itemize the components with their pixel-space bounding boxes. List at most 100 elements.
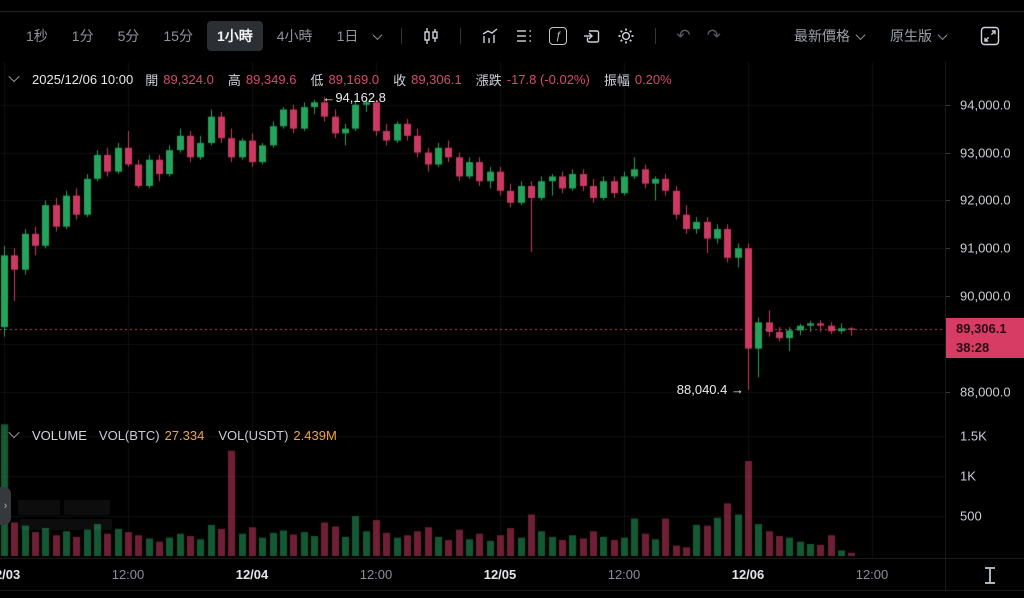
candle-countdown: 38:28 <box>956 340 990 356</box>
toolbar-divider <box>401 28 403 44</box>
volume-axis-label: 1.5K <box>960 428 987 444</box>
ohlc-item: 收 89,306.1 <box>393 70 462 89</box>
bottom-strip <box>0 590 1024 598</box>
indicator-icon <box>481 27 499 45</box>
candle-datetime: 2025/12/06 10:00 <box>32 72 134 87</box>
price-mode-label: 最新價格 <box>794 28 850 44</box>
ohlc-value: 89,349.6 <box>245 72 297 87</box>
ohlc-item: 漲跌 -17.8 (-0.02%) <box>476 70 590 89</box>
price-axis-label: 92,000.0 <box>960 192 1011 208</box>
ohlc-item: 低 89,169.0 <box>310 70 379 89</box>
chart-style-button[interactable] <box>418 23 444 49</box>
axis-tick <box>946 296 950 298</box>
time-axis-label: 12/03 <box>0 567 21 582</box>
ohlc-item: 開 89,324.0 <box>145 70 214 89</box>
volume-legend: VOLUME VOL(BTC) 27.334 VOL(USDT) 2.439M <box>8 426 337 443</box>
price-mode-dropdown[interactable]: 最新價格 <box>794 26 866 46</box>
ohlc-value: 89,324.0 <box>163 72 214 87</box>
chart-canvas[interactable] <box>0 62 945 558</box>
collapse-chevron-icon[interactable] <box>8 426 20 439</box>
fullscreen-button[interactable] <box>976 22 1004 50</box>
chevron-down-icon <box>855 29 866 40</box>
time-axis[interactable]: 12/03 12:00 12/04 12:00 12/05 12:00 12/06 12:00 <box>0 558 1024 591</box>
volume-label: VOL(USDT) <box>218 428 289 443</box>
watermark <box>18 500 60 515</box>
axis-tick <box>946 200 950 202</box>
ohlc-value: 89,169.0 <box>328 72 380 87</box>
timeframe-button[interactable]: 1日 <box>327 21 369 51</box>
ohlc-value: -17.8 (-0.02%) <box>506 72 590 87</box>
undo-button[interactable]: ↶ <box>672 24 694 48</box>
price-axis-label: 91,000.0 <box>960 240 1011 256</box>
time-axis-label: 12/06 <box>731 567 765 582</box>
time-axis-label: 12:00 <box>855 567 889 582</box>
toolbar-right: 最新價格 原生版 <box>794 22 1008 50</box>
volume-axis-label: 1K <box>960 468 976 484</box>
ohlc-label: 高 <box>227 73 241 88</box>
version-dropdown[interactable]: 原生版 <box>890 26 948 46</box>
ohlc-label: 開 <box>145 73 159 88</box>
toolbar-divider <box>655 28 657 44</box>
panel-expand-handle[interactable]: › <box>0 487 11 525</box>
collapse-chevron-icon[interactable] <box>8 70 20 83</box>
ohlc-item: 高 89,349.6 <box>228 70 297 89</box>
price-axis-label: 90,000.0 <box>960 288 1011 304</box>
watermark <box>64 500 110 515</box>
timeframe-group: 1秒 1分 5分 15分 1小時 4小時 1日 <box>16 21 368 51</box>
layout-list-button[interactable] <box>511 23 537 49</box>
ohlc-item: 振幅 0.20% <box>604 70 672 89</box>
time-axis-label: 12/05 <box>483 567 517 582</box>
fx-icon: ƒ <box>549 27 568 45</box>
timeframe-button[interactable]: 15分 <box>153 21 203 51</box>
timeframe-button[interactable]: 1分 <box>62 21 104 51</box>
timeframe-button[interactable]: 4小時 <box>267 21 323 51</box>
axis-corner <box>945 559 1024 591</box>
settings-button[interactable] <box>613 23 639 49</box>
ohlc-value: 0.20% <box>634 72 672 87</box>
timeframe-button[interactable]: 5分 <box>108 21 150 51</box>
price-axis-label: 88,000.0 <box>960 384 1011 400</box>
volume-label: VOL(BTC) <box>98 428 160 443</box>
export-icon <box>583 27 601 45</box>
timeframe-more-dropdown[interactable] <box>370 29 385 44</box>
price-axis-label: 94,000.0 <box>960 97 1011 113</box>
axis-tick <box>946 104 950 106</box>
timeframe-button[interactable]: 1小時 <box>206 21 263 51</box>
redo-icon: ↷ <box>706 26 721 45</box>
volume-item: VOL(USDT) 2.439M <box>218 428 336 443</box>
chevron-down-icon <box>937 29 948 40</box>
export-button[interactable] <box>579 23 605 49</box>
time-axis-label: 12:00 <box>111 567 145 582</box>
timeframe-button[interactable]: 1秒 <box>16 21 58 51</box>
expand-icon <box>980 26 1000 46</box>
ohlc-legend: 2025/12/06 10:00 開 89,324.0 高 89,349.6 低 89,1… <box>8 70 672 89</box>
candlestick-icon <box>422 27 440 45</box>
volume-value: 2.439M <box>293 428 337 443</box>
volume-axis-label: 500 <box>960 508 982 524</box>
axis-tick <box>946 391 950 393</box>
watermark <box>20 519 112 530</box>
formula-button[interactable]: ƒ <box>545 23 571 49</box>
time-axis-label: 12:00 <box>359 567 393 582</box>
version-label: 原生版 <box>890 28 932 44</box>
indicator-button[interactable] <box>477 23 503 49</box>
volume-values: VOL(BTC) 27.334 VOL(USDT) 2.439M <box>99 428 337 443</box>
price-axis[interactable]: 89,306.1 38:28 94,000.0 93,000.0 92,000.0 9… <box>945 62 1024 558</box>
ohlc-label: 收 <box>393 73 407 88</box>
ohlc-label: 低 <box>310 73 324 88</box>
toolbar: 1秒 1分 5分 15分 1小時 4小時 1日 <box>0 12 1024 60</box>
volume-item: VOL(BTC) 27.334 <box>99 428 204 443</box>
ohlc-value: 89,306.1 <box>411 72 462 87</box>
ohlc-label: 振幅 <box>603 73 630 88</box>
high-annotation: ←94,162.8 <box>322 89 386 105</box>
volume-value: 27.334 <box>164 428 205 443</box>
top-divider <box>0 11 1024 12</box>
price-scale-icon[interactable] <box>984 567 996 584</box>
gear-icon <box>617 27 635 45</box>
undo-icon: ↶ <box>676 26 691 45</box>
volume-title: VOLUME <box>32 428 87 443</box>
price-axis-label: 93,000.0 <box>960 145 1011 161</box>
redo-button[interactable]: ↷ <box>703 24 725 48</box>
last-price-badge: 89,306.1 38:28 <box>946 318 1024 359</box>
